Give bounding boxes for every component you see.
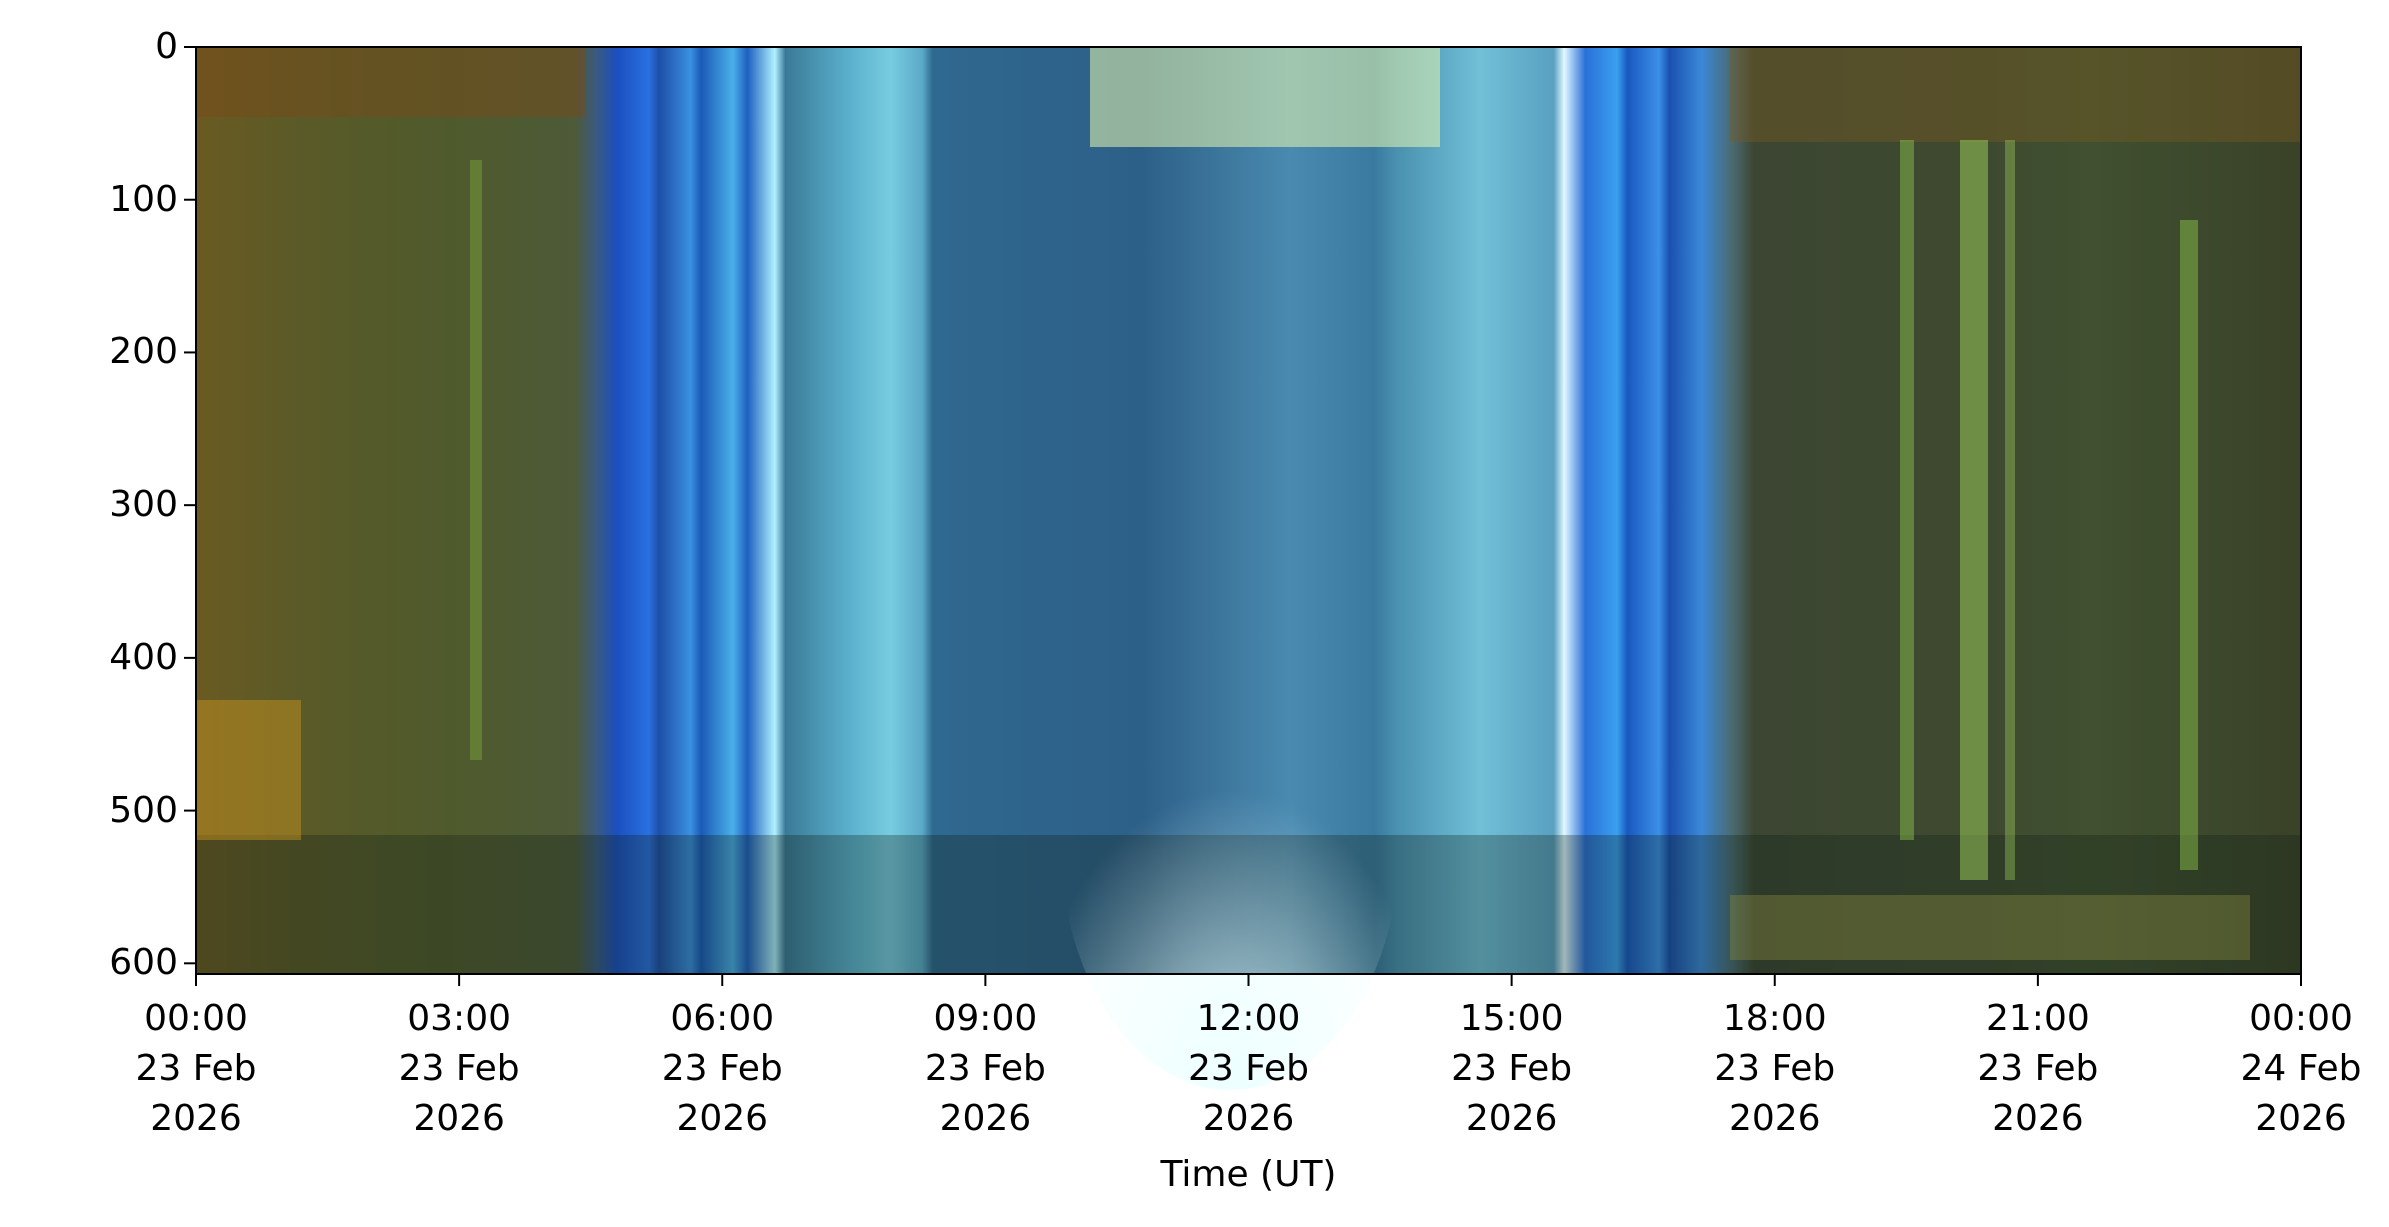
- x-tick-label: 18:00 23 Feb 2026: [1714, 998, 1836, 1139]
- ticks: [184, 46, 2302, 986]
- y-tick-label: 600: [109, 942, 178, 984]
- x-tick-label: 09:00 23 Feb 2026: [924, 998, 1046, 1139]
- x-tick-label: 12:00 23 Feb 2026: [1188, 998, 1309, 1139]
- x-tick-label: 00:00 23 Feb 2026: [135, 998, 257, 1139]
- y-tick-label: 500: [109, 789, 178, 831]
- keogram-image: [196, 47, 2301, 1090]
- x-tick-label: 06:00 23 Feb 2026: [661, 998, 783, 1139]
- x-tick-label: 15:00 23 Feb 2026: [1451, 998, 1573, 1139]
- x-tick-label: 00:00 24 Feb 2026: [2240, 998, 2362, 1139]
- x-tick-label: 21:00 23 Feb 2026: [1977, 998, 2099, 1139]
- y-tick-label: 200: [109, 331, 178, 373]
- y-tick-label: 100: [109, 178, 178, 220]
- y-tick-label: 400: [109, 636, 178, 678]
- y-tick-label: 0: [155, 26, 178, 67]
- y-tick-label: 300: [109, 484, 178, 526]
- x-axis-label: Time (UT): [1160, 1154, 1337, 1195]
- x-tick-label: 03:00 23 Feb 2026: [398, 998, 520, 1139]
